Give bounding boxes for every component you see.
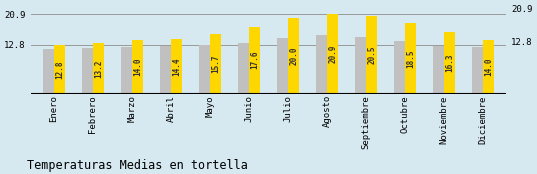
Bar: [328, 14, 338, 94]
Bar: [277, 38, 288, 94]
Text: 20.0: 20.0: [289, 46, 299, 65]
Bar: [54, 45, 66, 94]
Text: 15.7: 15.7: [212, 55, 220, 73]
Bar: [288, 18, 299, 94]
Text: 13.2: 13.2: [95, 59, 103, 78]
Text: 17.6: 17.6: [250, 51, 259, 69]
Bar: [42, 49, 54, 94]
Bar: [171, 39, 182, 94]
Bar: [355, 37, 366, 94]
Bar: [433, 46, 444, 94]
Bar: [132, 40, 143, 94]
Bar: [199, 45, 209, 94]
Bar: [405, 23, 416, 94]
Text: 14.4: 14.4: [172, 57, 182, 76]
Bar: [445, 32, 455, 94]
Bar: [483, 40, 495, 94]
Text: 14.0: 14.0: [484, 58, 494, 76]
Text: 14.0: 14.0: [133, 58, 142, 76]
Bar: [93, 44, 104, 94]
Text: 12.8: 12.8: [55, 60, 64, 79]
Bar: [316, 35, 326, 94]
Text: 16.3: 16.3: [445, 53, 454, 72]
Text: 20.5: 20.5: [367, 45, 376, 64]
Bar: [249, 27, 260, 94]
Bar: [121, 47, 132, 94]
Bar: [211, 34, 221, 94]
Bar: [394, 41, 405, 94]
Bar: [159, 46, 171, 94]
Text: 20.9: 20.9: [328, 45, 337, 63]
Bar: [82, 48, 92, 94]
Text: Temperaturas Medias en tortella: Temperaturas Medias en tortella: [27, 159, 248, 172]
Bar: [366, 16, 378, 94]
Bar: [471, 47, 483, 94]
Text: 18.5: 18.5: [407, 49, 416, 68]
Bar: [238, 44, 249, 94]
